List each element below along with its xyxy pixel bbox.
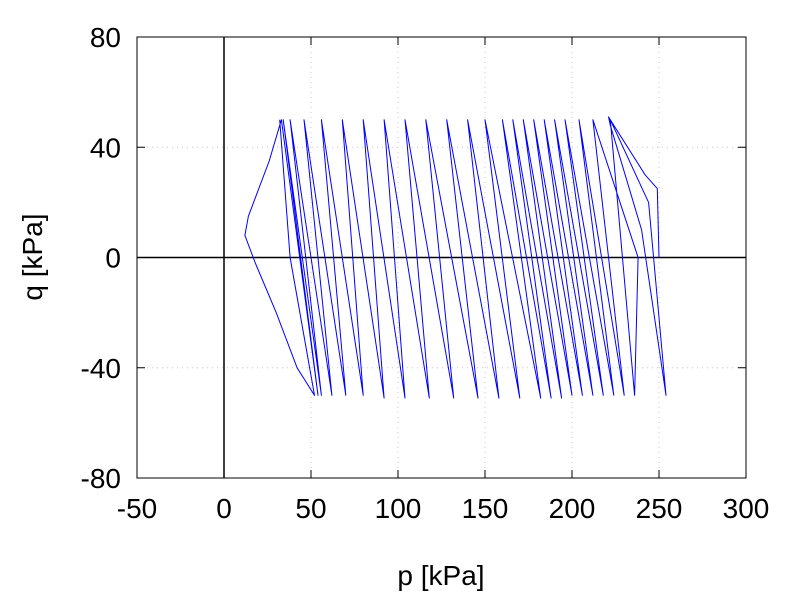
y-tick-label: -80 bbox=[81, 463, 121, 494]
x-tick-label: 250 bbox=[636, 493, 683, 524]
x-tick-label: 0 bbox=[216, 493, 232, 524]
y-tick-label: 0 bbox=[105, 243, 121, 274]
y-tick-label: 40 bbox=[90, 132, 121, 163]
x-axis-title: p [kPa] bbox=[397, 560, 484, 591]
x-tick-label: 150 bbox=[462, 493, 509, 524]
y-tick-label: -40 bbox=[81, 353, 121, 384]
x-tick-label: -50 bbox=[117, 493, 157, 524]
x-tick-label: 100 bbox=[375, 493, 422, 524]
tick-label-layer: -50 0 50 100 150 200 250 300 -80 -40 0 40 80 bbox=[81, 22, 770, 524]
y-tick-label: 80 bbox=[90, 22, 121, 53]
x-tick-label: 50 bbox=[295, 493, 326, 524]
y-axis-title: q [kPa] bbox=[17, 213, 48, 300]
x-tick-label: 200 bbox=[549, 493, 596, 524]
zero-lines bbox=[137, 37, 746, 478]
x-tick-label: 300 bbox=[723, 493, 770, 524]
